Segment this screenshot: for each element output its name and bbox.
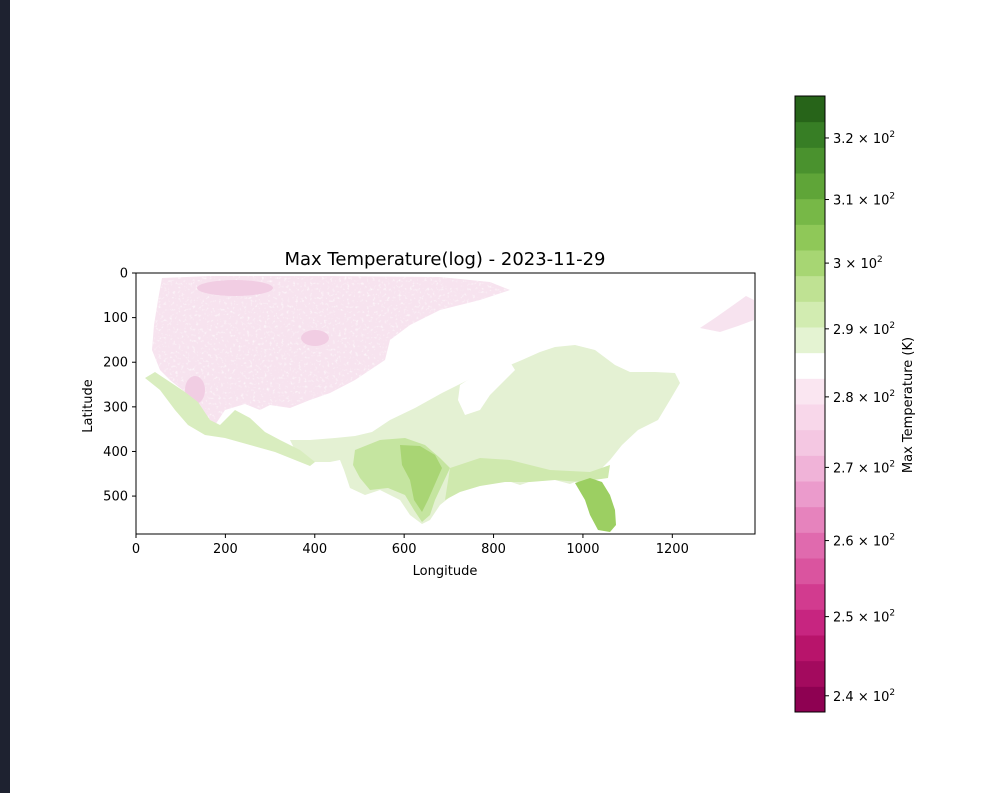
x-tick-label: 600	[392, 542, 417, 557]
map-layer	[145, 276, 754, 532]
x-tick-label: 1000	[566, 542, 599, 557]
colorbar-segment	[795, 173, 825, 200]
colorbar-tick-exponent: 2	[889, 130, 895, 140]
colorbar-tick-base: × 10	[854, 194, 890, 209]
colorbar-tick-label: 2.5 × 102	[833, 609, 895, 626]
region-darker-pink-spots	[185, 280, 329, 404]
colorbar-tick-label: 3.2 × 102	[833, 130, 895, 147]
colorbar-tick-label: 2.7 × 102	[833, 459, 895, 476]
x-tick-label: 0	[132, 542, 140, 557]
colorbar-segment	[795, 198, 825, 225]
colorbar-tick-mantissa: 2.8	[833, 391, 854, 406]
colorbar-tick-exponent: 2	[889, 459, 895, 469]
colorbar-tick-exponent: 2	[889, 533, 895, 543]
y-tick-label: 200	[103, 356, 128, 371]
region-southwest-desert	[145, 372, 315, 466]
colorbar-tick-label: 3 × 102	[833, 255, 883, 272]
colorbar-segment	[795, 686, 825, 713]
colorbar-segment	[795, 429, 825, 456]
colorbar-tick-mantissa: 2.6	[833, 535, 854, 550]
region-north-interior	[152, 276, 510, 425]
colorbar-tick-label: 2.4 × 102	[833, 688, 895, 705]
colorbar-tick-base: × 10	[854, 611, 890, 626]
window-edge	[0, 0, 10, 793]
plot-frame	[135, 272, 756, 535]
colorbar-frame	[794, 95, 826, 713]
colorbar-tick-label: 2.6 × 102	[833, 533, 895, 550]
y-tick-label: 0	[120, 267, 128, 282]
colorbar-segment	[795, 327, 825, 354]
colorbar-segment	[795, 147, 825, 174]
colorbar-segment	[795, 583, 825, 610]
colorbar-label: Max Temperature (K)	[901, 337, 916, 473]
x-tick-label: 200	[213, 542, 238, 557]
colorbar-tick-mantissa: 3.2	[833, 132, 854, 147]
x-axis-label: Longitude	[413, 564, 478, 579]
colorbar-segment	[795, 275, 825, 302]
colorbar-segment	[795, 121, 825, 148]
x-axis: 0 200 400 600 800 1000 1200	[132, 534, 689, 557]
region-northeast-pink	[700, 296, 754, 332]
colorbar-tick-label: 2.8 × 102	[833, 389, 895, 406]
region-texas-core	[400, 445, 442, 512]
colorbar-tick-exponent: 2	[877, 255, 883, 265]
colorbar-segment	[795, 558, 825, 585]
colorbar-tick-base: × 10	[854, 690, 890, 705]
colorbar-tick-mantissa: 3.1	[833, 194, 854, 209]
region-gulf-coast	[445, 458, 610, 500]
colorbar-tick-mantissa: 2.9	[833, 323, 854, 338]
y-tick-label: 500	[103, 490, 128, 505]
colorbar-segment	[795, 224, 825, 251]
colorbar-segment	[795, 635, 825, 662]
colorbar-tick-exponent: 2	[889, 609, 895, 619]
x-tick-label: 1200	[656, 542, 689, 557]
chart-title: Max Temperature(log) - 2023-11-29	[285, 249, 606, 270]
colorbar-tick-exponent: 2	[889, 321, 895, 331]
colorbar-segment	[795, 506, 825, 533]
colorbar-segment	[795, 660, 825, 687]
colorbar-tick-base: × 10	[854, 391, 890, 406]
y-tick-label: 400	[103, 445, 128, 460]
colorbar-segment	[795, 352, 825, 379]
x-tick-label: 400	[302, 542, 327, 557]
colorbar-segment	[795, 455, 825, 482]
colorbar-segment	[795, 532, 825, 559]
colorbar-segment	[795, 96, 825, 123]
colorbar-tick-base: × 10	[854, 132, 890, 147]
y-tick-label: 100	[103, 311, 128, 326]
colorbar-segment	[795, 609, 825, 636]
y-axis: 0 100 200 300 400 500	[103, 267, 136, 505]
colorbar-tick-mantissa: 2.4	[833, 690, 854, 705]
colorbar-segment	[795, 378, 825, 405]
colorbar-segment	[795, 481, 825, 508]
colorbar-tick-base: × 10	[854, 461, 890, 476]
colorbar-tick-base: × 10	[841, 257, 877, 272]
colorbar-tick-exponent: 2	[889, 389, 895, 399]
region-florida	[575, 478, 616, 532]
colorbar-tick-label: 3.1 × 102	[833, 192, 895, 209]
colorbar-tick-exponent: 2	[889, 688, 895, 698]
y-tick-label: 300	[103, 400, 128, 415]
colorbar-tick-base: × 10	[854, 535, 890, 550]
figure: Max Temperature(log) - 2023-11-29	[10, 0, 1006, 793]
colorbar-tick-mantissa: 2.5	[833, 611, 854, 626]
chart-svg: Max Temperature(log) - 2023-11-29	[81, 95, 916, 713]
colorbar-segment	[795, 404, 825, 431]
colorbar-tick-exponent: 2	[889, 192, 895, 202]
y-axis-label: Latitude	[81, 379, 96, 433]
colorbar-tick-mantissa: 2.7	[833, 461, 854, 476]
colorbar-segment	[795, 301, 825, 328]
colorbar-tick-label: 2.9 × 102	[833, 321, 895, 338]
colorbar-tick-base: × 10	[854, 323, 890, 338]
colorbar-tick-mantissa: 3	[833, 257, 841, 272]
colorbar-segment	[795, 250, 825, 277]
x-tick-label: 800	[481, 542, 506, 557]
region-great-lakes-gap	[458, 362, 515, 415]
